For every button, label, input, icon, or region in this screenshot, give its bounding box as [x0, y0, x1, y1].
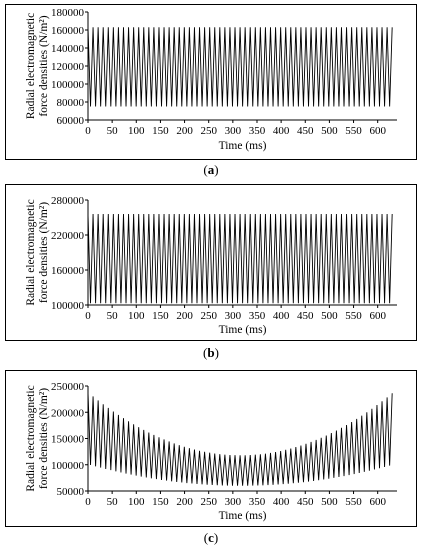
y-tick-label: 250000 — [51, 381, 85, 393]
y-tick-label: 160000 — [51, 265, 85, 277]
x-tick-label: 100 — [128, 310, 145, 322]
x-tick-label: 550 — [345, 496, 362, 508]
x-tick-label: 250 — [200, 496, 217, 508]
y-axis-title: Radial electromagnetic force densities (N… — [25, 199, 50, 305]
y-tick-label: 120000 — [51, 61, 85, 73]
x-tick-label: 250 — [200, 125, 217, 137]
x-axis-title: Time (ms) — [219, 324, 267, 336]
x-tick-label: 200 — [176, 310, 193, 322]
y-axis-title-line1: Radial electromagnetic — [25, 385, 37, 491]
x-tick-label: 100 — [128, 496, 145, 508]
y-tick-label: 220000 — [51, 230, 85, 242]
x-tick-label: 500 — [321, 496, 338, 508]
x-tick-label: 100 — [128, 125, 145, 137]
y-tick-label: 80000 — [57, 97, 85, 109]
x-tick-label: 450 — [297, 310, 314, 322]
y-tick-label: 280000 — [51, 195, 85, 207]
chart-frame-c — [5, 370, 417, 527]
caption-c: (c) — [203, 530, 219, 545]
x-tick-label: 50 — [107, 125, 119, 137]
y-axis-title-line1: Radial electromagnetic — [25, 199, 37, 305]
x-tick-label: 250 — [200, 310, 217, 322]
caption-b: (b) — [203, 345, 219, 360]
series-line — [87, 27, 393, 107]
y-tick-label: 150000 — [51, 434, 85, 446]
x-tick-label: 150 — [152, 496, 169, 508]
x-tick-label: 400 — [273, 125, 290, 137]
x-tick-label: 450 — [297, 496, 314, 508]
x-tick-label: 300 — [225, 125, 242, 137]
x-tick-label: 350 — [249, 496, 266, 508]
y-tick-label: 200000 — [51, 407, 85, 419]
x-tick-label: 50 — [107, 310, 119, 322]
y-axis-title-line2: force densities (N/m²) — [38, 15, 50, 116]
x-tick-label: 600 — [369, 310, 386, 322]
x-tick-label: 400 — [273, 496, 290, 508]
caption-letter-b: b — [207, 345, 215, 360]
chart-svg-b: 100000 160000 220000 280000 0 50 100 150 200 250 3… — [25, 195, 397, 336]
x-tick-label: 550 — [345, 125, 362, 137]
x-tick-label: 0 — [85, 496, 91, 508]
x-tick-label: 550 — [345, 310, 362, 322]
chart-panel-a: 60000 80000 100000 120000 140000 160000 180000… — [0, 0, 422, 180]
chart-panel-c: 50000 100000 150000 200000 250000 0 50 100 150 20… — [0, 366, 422, 550]
x-tick-label: 600 — [369, 496, 386, 508]
y-axis-title: Radial electromagnetic force densities (N… — [25, 385, 50, 491]
chart-svg-a: 60000 80000 100000 120000 140000 160000 180000… — [25, 7, 397, 152]
caption-a: (a) — [203, 162, 219, 177]
x-tick-label: 150 — [152, 125, 169, 137]
x-tick-label: 300 — [225, 496, 242, 508]
x-tick-label: 300 — [225, 310, 242, 322]
x-axis-title: Time (ms) — [219, 510, 267, 522]
x-tick-label: 200 — [176, 125, 193, 137]
x-tick-label: 600 — [369, 125, 386, 137]
x-tick-label: 200 — [176, 496, 193, 508]
x-tick-label: 0 — [85, 310, 91, 322]
x-axis-title: Time (ms) — [219, 140, 267, 152]
x-tick-label: 450 — [297, 125, 314, 137]
y-tick-label: 100000 — [51, 300, 85, 312]
x-tick-label: 50 — [107, 496, 119, 508]
x-tick-label: 500 — [321, 310, 338, 322]
x-tick-label: 400 — [273, 310, 290, 322]
y-axis-title-line1: Radial electromagnetic — [25, 13, 37, 119]
y-axis-title-line2: force densities (N/m²) — [38, 202, 50, 303]
x-tick-label: 500 — [321, 125, 338, 137]
caption-letter-a: a — [207, 162, 215, 177]
x-tick-label: 0 — [85, 125, 91, 137]
y-tick-label: 180000 — [51, 7, 85, 19]
x-tick-label: 350 — [249, 125, 266, 137]
chart-svg-c: 50000 100000 150000 200000 250000 0 50 100 150 20… — [25, 381, 397, 522]
y-tick-label: 60000 — [57, 115, 85, 127]
x-tick-label: 150 — [152, 310, 169, 322]
x-tick-label: 350 — [249, 310, 266, 322]
y-tick-label: 100000 — [51, 460, 85, 472]
y-tick-label: 140000 — [51, 43, 85, 55]
series-line — [87, 213, 393, 304]
caption-letter-c: c — [208, 530, 214, 545]
y-tick-label: 50000 — [57, 486, 85, 498]
series-line — [87, 392, 393, 486]
y-tick-label: 100000 — [51, 79, 85, 91]
chart-panel-b: 100000 160000 220000 280000 0 50 100 150 200 250 3… — [0, 182, 422, 364]
y-axis-title-line2: force densities (N/m²) — [38, 388, 50, 489]
y-tick-label: 160000 — [51, 25, 85, 37]
y-axis-title: Radial electromagnetic force densities (N… — [25, 13, 50, 119]
